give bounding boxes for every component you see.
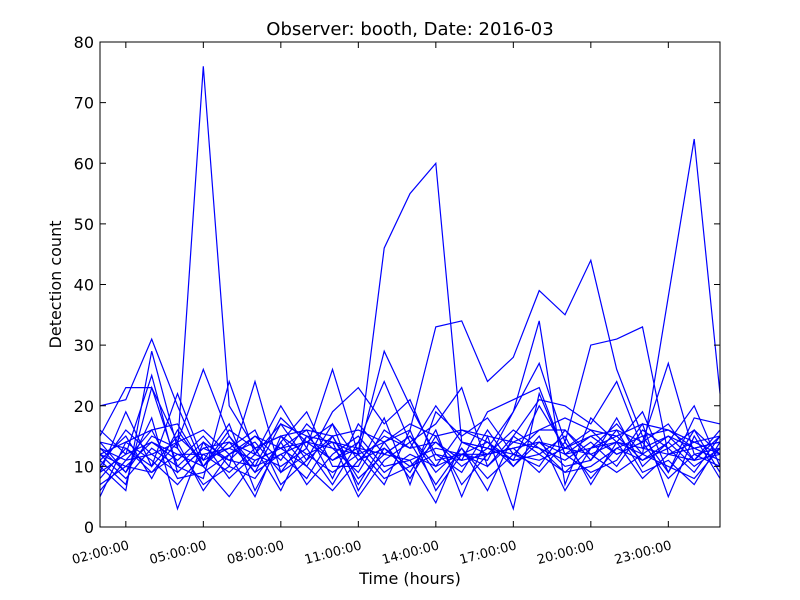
- x-tick-label: 14:00:00: [381, 538, 441, 568]
- series-line-15: [99, 428, 721, 492]
- y-tick-label: 0: [84, 518, 94, 537]
- series-line-1: [99, 66, 721, 474]
- y-tick-label: 80: [74, 33, 94, 52]
- y-tick-label: 70: [74, 94, 94, 113]
- series-line-16: [99, 429, 721, 505]
- series-line-20: [99, 417, 721, 468]
- x-tick-label: 08:00:00: [226, 538, 286, 568]
- y-tick-label: 60: [74, 154, 94, 173]
- series-line-11: [99, 391, 721, 511]
- chart-title: Observer: booth, Date: 2016-03: [266, 19, 553, 40]
- x-tick-label: 11:00:00: [303, 538, 363, 568]
- y-axis-label: Detection count: [46, 221, 65, 349]
- x-tick-label: 17:00:00: [458, 538, 518, 568]
- series-line-13: [99, 423, 721, 498]
- x-tick-label: 20:00:00: [536, 538, 596, 568]
- series-line-18: [99, 429, 721, 486]
- x-tick-label: 02:00:00: [71, 538, 131, 568]
- series-lines: [99, 66, 721, 511]
- series-line-19: [99, 429, 721, 480]
- y-tick-label: 30: [74, 336, 94, 355]
- series-line-17: [99, 428, 721, 498]
- x-axis-label: Time (hours): [358, 569, 461, 588]
- y-tick-label: 50: [74, 215, 94, 234]
- series-line-2: [99, 138, 721, 468]
- x-tick-label: 05:00:00: [148, 538, 208, 568]
- series-line-12: [99, 435, 721, 486]
- y-tick-label: 40: [74, 276, 94, 295]
- y-tick-label: 20: [74, 397, 94, 416]
- x-tick-label: 23:00:00: [613, 538, 673, 568]
- x-axis-ticks: 02:00:00 05:00:00 08:00:00 11:00:00 14:00:00…: [71, 42, 673, 568]
- y-tick-label: 10: [74, 457, 94, 476]
- y-axis-ticks: 0 10 20 30 40 50 60 70 80: [74, 33, 720, 537]
